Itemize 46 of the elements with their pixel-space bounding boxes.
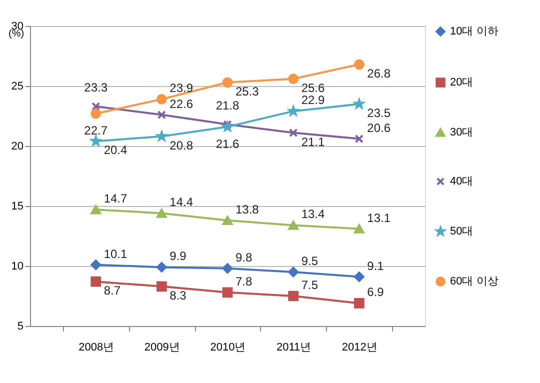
legend-label: 50대: [450, 226, 474, 238]
legend-label: 40대: [450, 176, 474, 188]
data-label: 20.4: [104, 143, 128, 158]
data-label: 21.6: [216, 136, 240, 151]
data-label: 9.8: [236, 250, 253, 264]
data-label: 22.9: [301, 93, 326, 108]
data-label: 23.3: [84, 80, 108, 94]
data-label: 10.1: [104, 246, 128, 261]
data-label: 13.8: [236, 202, 260, 216]
data-label: 8.7: [104, 284, 121, 298]
y-tick-label: 20: [11, 140, 24, 152]
legend-label: 30대: [450, 126, 474, 138]
data-label: 20.6: [367, 120, 391, 135]
data-label: 14.7: [104, 192, 128, 206]
data-label: 13.4: [301, 207, 326, 222]
x-tick-label: 2011년: [276, 342, 312, 354]
data-label: 25.6: [301, 80, 326, 95]
data-label: 7.8: [236, 274, 253, 288]
x-tick-label: 2009년: [144, 342, 180, 354]
y-tick-label: 5: [17, 320, 24, 332]
y-tick-label: 15: [11, 200, 24, 212]
legend-label: 20대: [450, 76, 474, 88]
data-label: 20.8: [170, 138, 194, 152]
data-label: 13.1: [367, 210, 391, 225]
x-tick-label: 2012년: [342, 342, 378, 354]
data-label: 21.1: [301, 134, 326, 149]
data-label: 22.6: [170, 96, 194, 111]
data-label: 9.1: [367, 258, 384, 273]
data-label: 6.9: [367, 285, 384, 300]
x-tick-label: 2008년: [78, 342, 114, 354]
x-tick-label: 2010년: [210, 342, 246, 354]
data-label: 21.8: [216, 98, 240, 112]
data-label: 26.8: [367, 66, 391, 80]
y-tick-label: 25: [11, 80, 24, 92]
legend-label: 10대 이하: [450, 26, 498, 38]
data-label: 23.9: [170, 81, 194, 96]
data-label: 9.5: [301, 254, 318, 268]
data-label: 9.9: [170, 249, 187, 264]
data-label: 7.5: [301, 278, 318, 292]
data-label: 8.3: [170, 288, 187, 302]
data-label: 23.5: [367, 106, 391, 120]
data-label: 22.7: [84, 124, 108, 138]
y-tick-label: 10: [11, 260, 24, 272]
data-label: 14.4: [170, 195, 194, 210]
data-label: 25.3: [236, 84, 260, 98]
legend-label: 60대 이상: [450, 276, 498, 288]
